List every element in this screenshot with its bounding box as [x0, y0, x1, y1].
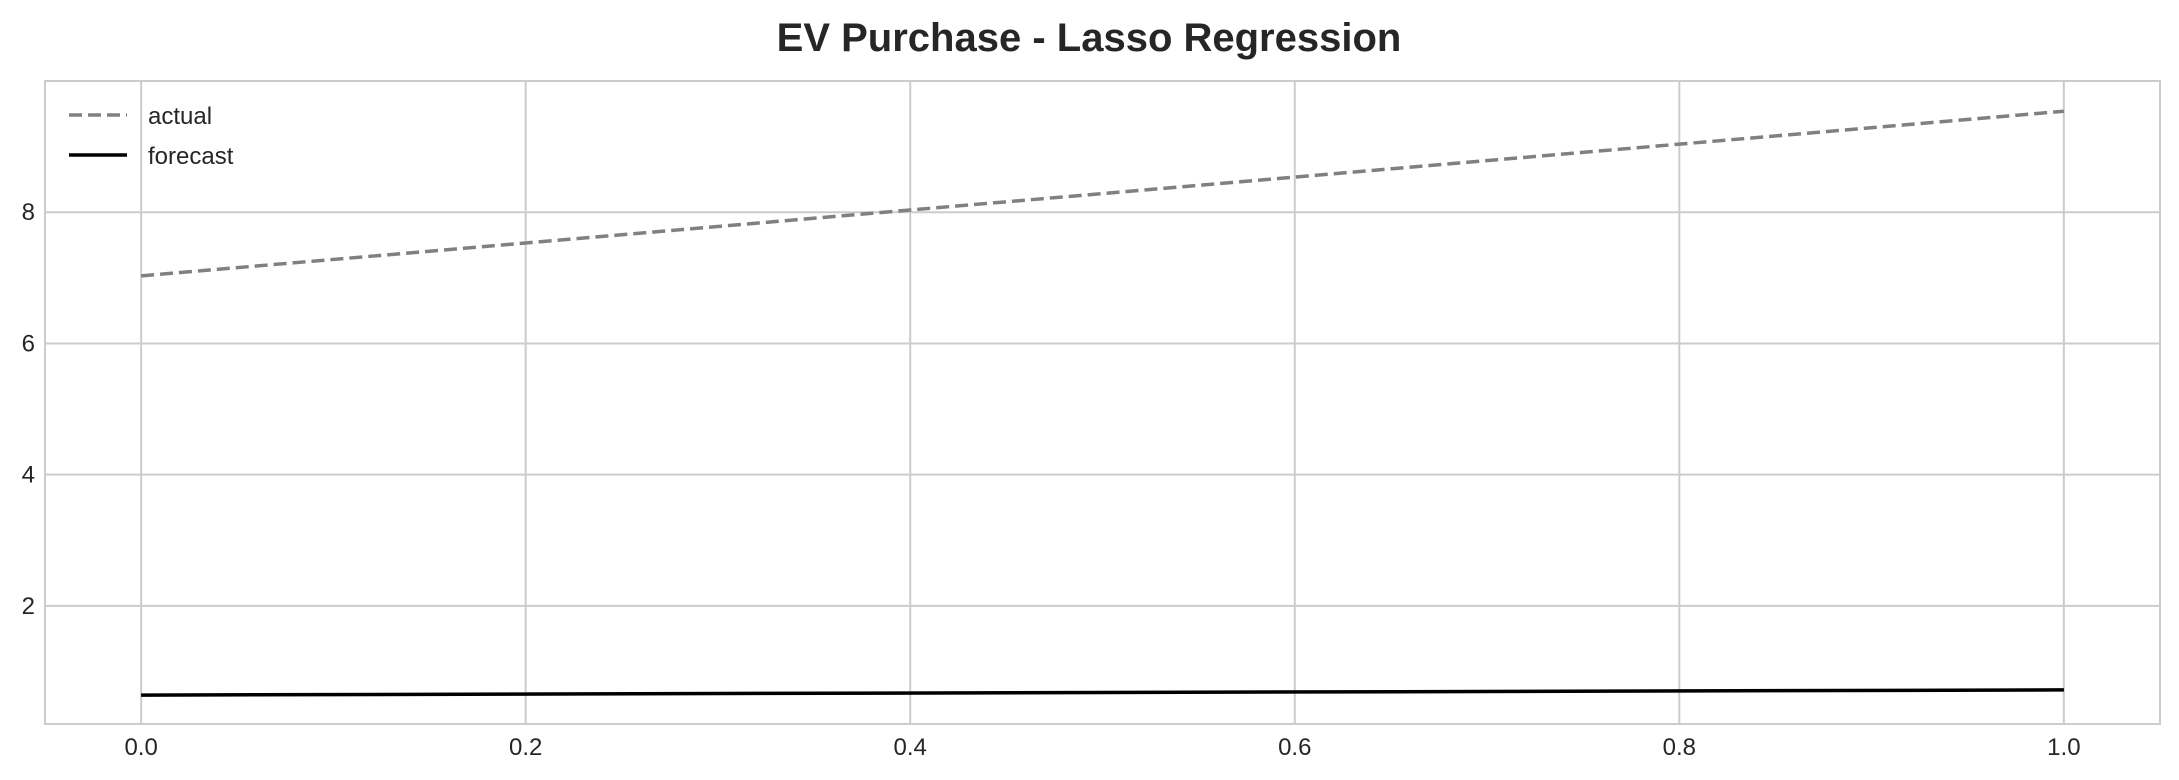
grid-lines [45, 81, 2160, 724]
x-tick-label: 0.6 [1278, 734, 1311, 761]
series-layer [140, 109, 2065, 697]
y-tick-label: 6 [22, 330, 35, 357]
series-line-actual [140, 109, 2065, 278]
x-tick-label: 1.0 [2047, 734, 2080, 761]
plot-frame [44, 80, 2161, 725]
y-axis-ticks: 2 4 6 8 [22, 199, 35, 620]
y-tick-label: 8 [22, 199, 35, 226]
x-tick-label: 0.2 [509, 734, 542, 761]
x-tick-label: 0.0 [124, 734, 157, 761]
legend: actual forecast [69, 103, 234, 170]
legend-label-actual: actual [148, 103, 212, 130]
y-tick-label: 4 [22, 462, 35, 489]
series-line-forecast [141, 688, 2064, 697]
chart-title: EV Purchase - Lasso Regression [777, 16, 1402, 60]
x-axis-ticks: 0.0 0.2 0.4 0.6 0.8 1.0 [124, 734, 2080, 761]
legend-label-forecast: forecast [148, 143, 234, 170]
y-tick-label: 2 [22, 593, 35, 620]
x-tick-label: 0.4 [894, 734, 927, 761]
x-tick-label: 0.8 [1663, 734, 1696, 761]
